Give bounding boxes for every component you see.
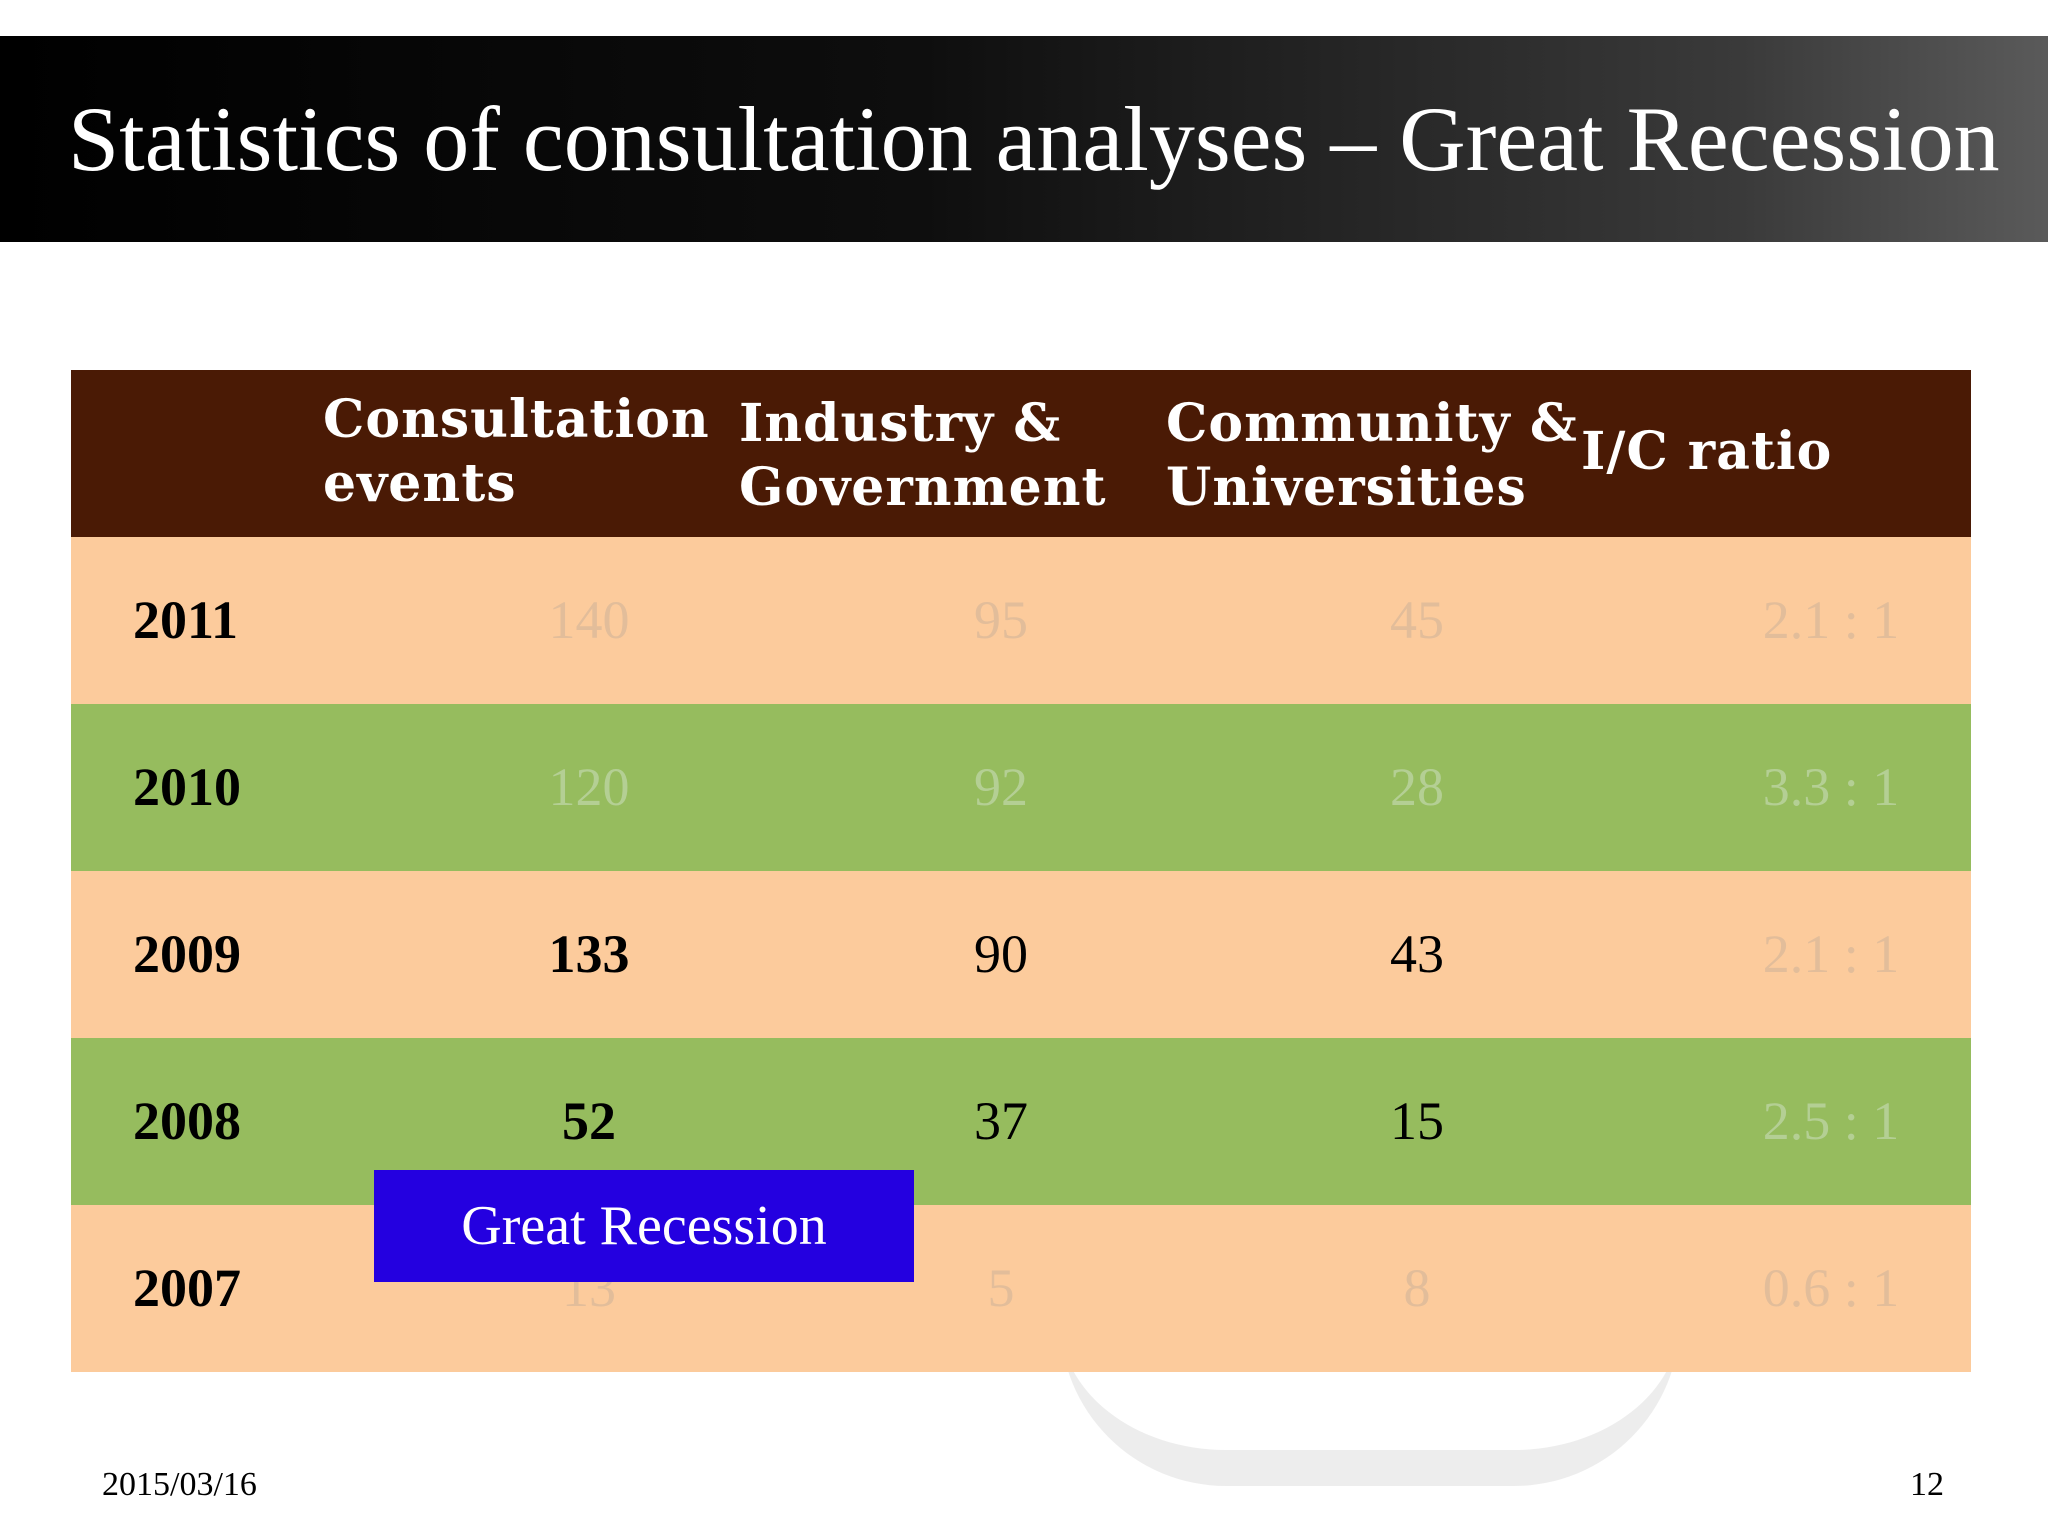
year-cell: 2010 bbox=[133, 757, 241, 817]
header-industry-government: Industry & Government bbox=[739, 392, 1179, 520]
statistics-table: Consultation events Industry & Governmen… bbox=[71, 370, 1971, 1372]
ratio-cell: 2.5 : 1 bbox=[1762, 1091, 1900, 1151]
header-line: Consultation bbox=[323, 389, 710, 450]
header-consultation-events: Consultation events bbox=[323, 388, 743, 516]
header-community-universities: Community & Universities bbox=[1166, 392, 1606, 520]
table-header-row: Consultation events Industry & Governmen… bbox=[71, 370, 1971, 537]
consultation-cell: 52 bbox=[562, 1091, 616, 1151]
table-row-2007: 2007 13 5 8 0.6 : 1 bbox=[71, 1205, 1971, 1372]
consultation-cell: 140 bbox=[548, 590, 630, 650]
industry-cell: 37 bbox=[974, 1091, 1028, 1151]
community-cell: 28 bbox=[1390, 757, 1444, 817]
great-recession-label: Great Recession bbox=[374, 1170, 914, 1282]
header-line: I/C ratio bbox=[1581, 421, 1833, 482]
header-line: events bbox=[323, 453, 517, 514]
year-cell: 2007 bbox=[133, 1258, 241, 1318]
table-row-2008: 2008 52 37 15 2.5 : 1 bbox=[71, 1038, 1971, 1205]
table-row-2010: 2010 120 92 28 3.3 : 1 bbox=[71, 704, 1971, 871]
ratio-cell: 3.3 : 1 bbox=[1762, 757, 1900, 817]
header-line: Government bbox=[739, 457, 1107, 518]
year-cell: 2009 bbox=[133, 924, 241, 984]
header-line: Community & bbox=[1166, 393, 1578, 454]
footer-date: 2015/03/16 bbox=[102, 1466, 257, 1503]
header-line: Industry & bbox=[739, 393, 1062, 454]
page-number: 12 bbox=[1910, 1466, 1944, 1503]
industry-cell: 92 bbox=[974, 757, 1028, 817]
ratio-cell: 2.1 : 1 bbox=[1762, 590, 1900, 650]
community-cell: 8 bbox=[1403, 1258, 1431, 1318]
slide-title: Statistics of consultation analyses – Gr… bbox=[68, 88, 2000, 190]
table-row-2011: 2011 140 95 45 2.1 : 1 bbox=[71, 537, 1971, 704]
title-bar bbox=[0, 36, 2048, 242]
year-cell: 2008 bbox=[133, 1091, 241, 1151]
ratio-cell: 2.1 : 1 bbox=[1762, 924, 1900, 984]
table-row-2009: 2009 133 90 43 2.1 : 1 bbox=[71, 871, 1971, 1038]
industry-cell: 5 bbox=[987, 1258, 1015, 1318]
industry-cell: 90 bbox=[974, 924, 1028, 984]
header-ic-ratio: I/C ratio bbox=[1581, 420, 1961, 484]
ratio-cell: 0.6 : 1 bbox=[1762, 1258, 1900, 1318]
community-cell: 43 bbox=[1390, 924, 1444, 984]
community-cell: 15 bbox=[1390, 1091, 1444, 1151]
industry-cell: 95 bbox=[974, 590, 1028, 650]
consultation-cell: 133 bbox=[548, 924, 630, 984]
header-line: Universities bbox=[1166, 457, 1527, 518]
community-cell: 45 bbox=[1390, 590, 1444, 650]
year-cell: 2011 bbox=[133, 590, 239, 650]
consultation-cell: 120 bbox=[548, 757, 630, 817]
